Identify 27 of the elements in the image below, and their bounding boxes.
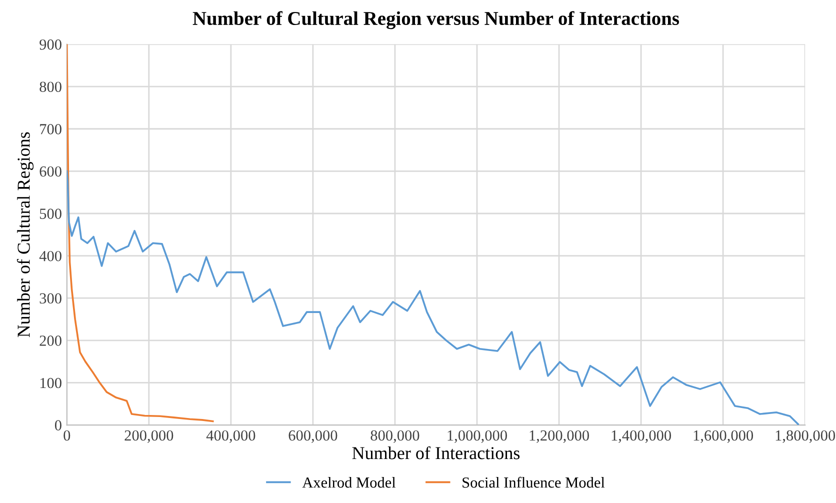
y-axis-title: Number of Cultural Regions (16, 132, 34, 338)
x-tick-label: 1,800,000 (776, 430, 836, 443)
y-tick-label: 0 (54, 420, 62, 430)
line-series (66, 170, 799, 426)
y-tick-label: 100 (40, 378, 62, 388)
x-tick-label: 0 (64, 430, 70, 441)
y-tick-label: 800 (40, 82, 62, 92)
x-tick-label: 800,000 (370, 430, 420, 443)
line-series (66, 44, 214, 422)
legend-label: Social Influence Model (462, 476, 605, 488)
x-tick-label: 1,400,000 (612, 430, 671, 443)
y-tick-label: 300 (40, 293, 62, 304)
x-tick-label: 200,000 (124, 430, 174, 443)
x-tick-label: 1,000,000 (448, 430, 507, 443)
y-tick-label: 600 (40, 166, 62, 177)
x-tick-label: 600,000 (288, 430, 338, 443)
x-tick-label: 400,000 (206, 430, 256, 443)
x-tick-label: 1,200,000 (530, 430, 589, 443)
y-tick-label: 200 (40, 336, 62, 346)
y-tick-label: 400 (39, 250, 62, 262)
x-tick-label: 1,600,000 (694, 430, 754, 443)
x-axis-title: Number of Interactions (352, 446, 520, 460)
y-tick-label: 700 (40, 124, 62, 134)
chart-title: Number of Cultural Region versus Number of Interactions (192, 11, 680, 30)
y-tick-label: 900 (40, 39, 62, 50)
legend-label: Axelrod Model (302, 476, 396, 488)
y-tick-label: 500 (40, 208, 62, 219)
